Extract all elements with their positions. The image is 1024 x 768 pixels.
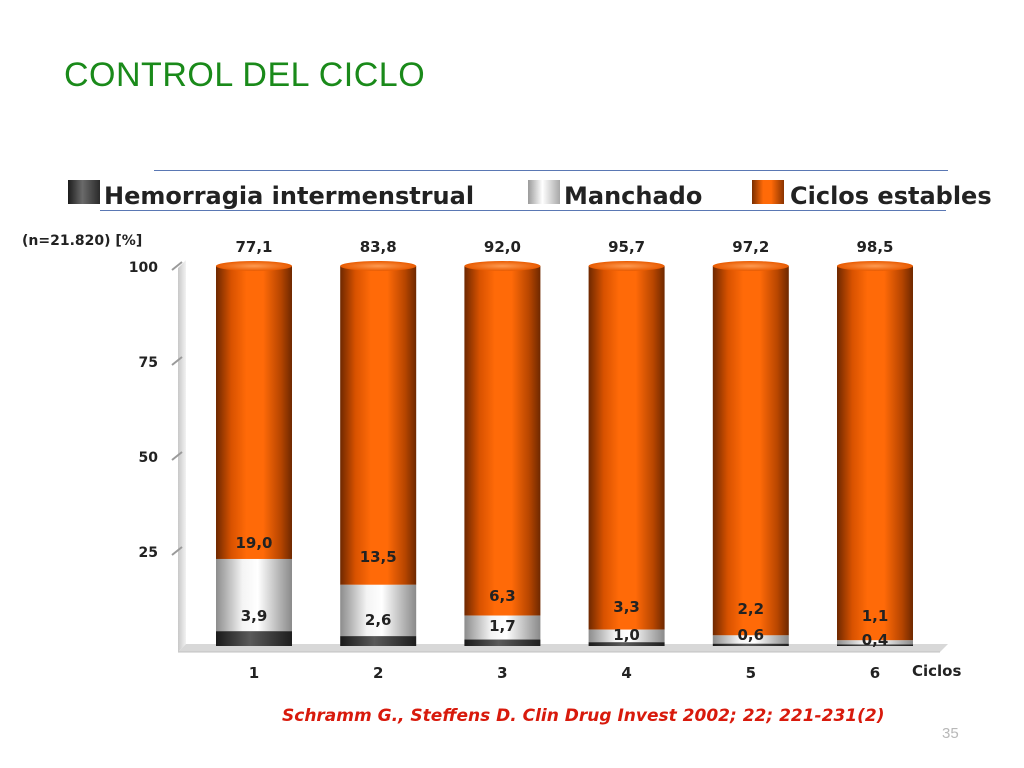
label-manchado: 6,3 (489, 587, 516, 605)
label-hemorragia: 3,9 (241, 607, 268, 625)
legend-swatch-hemorragia (68, 180, 100, 204)
bar-ciclos-estables (712, 266, 789, 636)
y-axis-note: (n=21.820) [%] (22, 233, 143, 249)
bar-ciclos-estables (464, 266, 541, 616)
label-manchado: 13,5 (360, 548, 397, 566)
legend-label-hemorragia: Hemorragia intermenstrual (104, 182, 475, 210)
x-tick-label: 3 (497, 664, 507, 682)
label-manchado: 19,0 (235, 534, 272, 552)
bar-manchado (712, 635, 789, 644)
slide-title: CONTROL DEL CICLO (64, 56, 426, 94)
legend-swatch-manchado (528, 180, 560, 204)
y-tick-mark (171, 546, 183, 556)
label-manchado: 3,3 (613, 598, 640, 616)
label-ciclos-estables: 97,2 (732, 238, 769, 256)
x-tick-label: 1 (249, 664, 259, 682)
bar-manchado (216, 558, 292, 632)
label-hemorragia: 0,4 (862, 631, 889, 649)
label-ciclos-estables: 98,5 (856, 238, 893, 256)
y-tick-mark (171, 451, 183, 461)
y-tick-mark (171, 261, 183, 271)
y-tick-mark (171, 356, 183, 366)
bar-hemorragia (712, 643, 789, 646)
bar-hemorragia (340, 636, 417, 646)
y-tick-label: 50 (139, 450, 159, 466)
bar-ciclos-estables (216, 266, 292, 559)
legend-rule (100, 210, 946, 211)
bar-top-cap (216, 261, 292, 271)
bar-manchado (837, 640, 913, 645)
bar-top-cap (588, 261, 665, 271)
label-ciclos-estables: 95,7 (608, 238, 645, 256)
chart-side-wall (178, 260, 186, 652)
bar-top-cap (464, 261, 541, 271)
y-tick-label: 25 (139, 545, 158, 561)
bar-ciclos-estables (837, 266, 913, 641)
x-axis-label: Ciclos (912, 662, 961, 680)
bar-ciclos-estables (340, 266, 417, 585)
label-ciclos-estables: 77,1 (235, 238, 272, 256)
bar-manchado (464, 615, 541, 640)
slide-number: 35 (942, 725, 959, 742)
label-hemorragia: 0,6 (738, 626, 765, 644)
x-tick-label: 4 (621, 664, 631, 682)
bar-top-cap (340, 261, 417, 271)
chart-floor (178, 644, 948, 652)
bar-hemorragia (837, 644, 913, 646)
legend-label-ciclos-estables: Ciclos estables (790, 182, 992, 210)
label-hemorragia: 1,7 (489, 617, 516, 635)
bar-hemorragia (216, 631, 292, 646)
x-tick-label: 5 (746, 664, 756, 682)
label-hemorragia: 1,0 (613, 626, 640, 644)
label-hemorragia: 2,6 (365, 611, 392, 629)
legend-swatch-ciclos-estables (752, 180, 784, 204)
bar-manchado (340, 584, 417, 637)
bar-ciclos-estables (588, 266, 665, 630)
bar-top-cap (712, 261, 789, 271)
label-manchado: 2,2 (738, 600, 765, 618)
legend-label-manchado: Manchado (564, 182, 703, 210)
label-ciclos-estables: 92,0 (484, 238, 521, 256)
y-tick-label: 75 (139, 355, 158, 371)
bar-manchado (588, 629, 665, 643)
label-manchado: 1,1 (862, 607, 889, 625)
bar-hemorragia (464, 639, 541, 646)
title-rule (154, 170, 948, 171)
x-tick-label: 2 (373, 664, 383, 682)
x-tick-label: 6 (870, 664, 880, 682)
bar-hemorragia (588, 642, 665, 646)
citation: Schramm G., Steffens D. Clin Drug Invest… (282, 706, 885, 726)
y-tick-label: 100 (129, 260, 158, 276)
bar-top-cap (837, 261, 913, 271)
label-ciclos-estables: 83,8 (360, 238, 397, 256)
